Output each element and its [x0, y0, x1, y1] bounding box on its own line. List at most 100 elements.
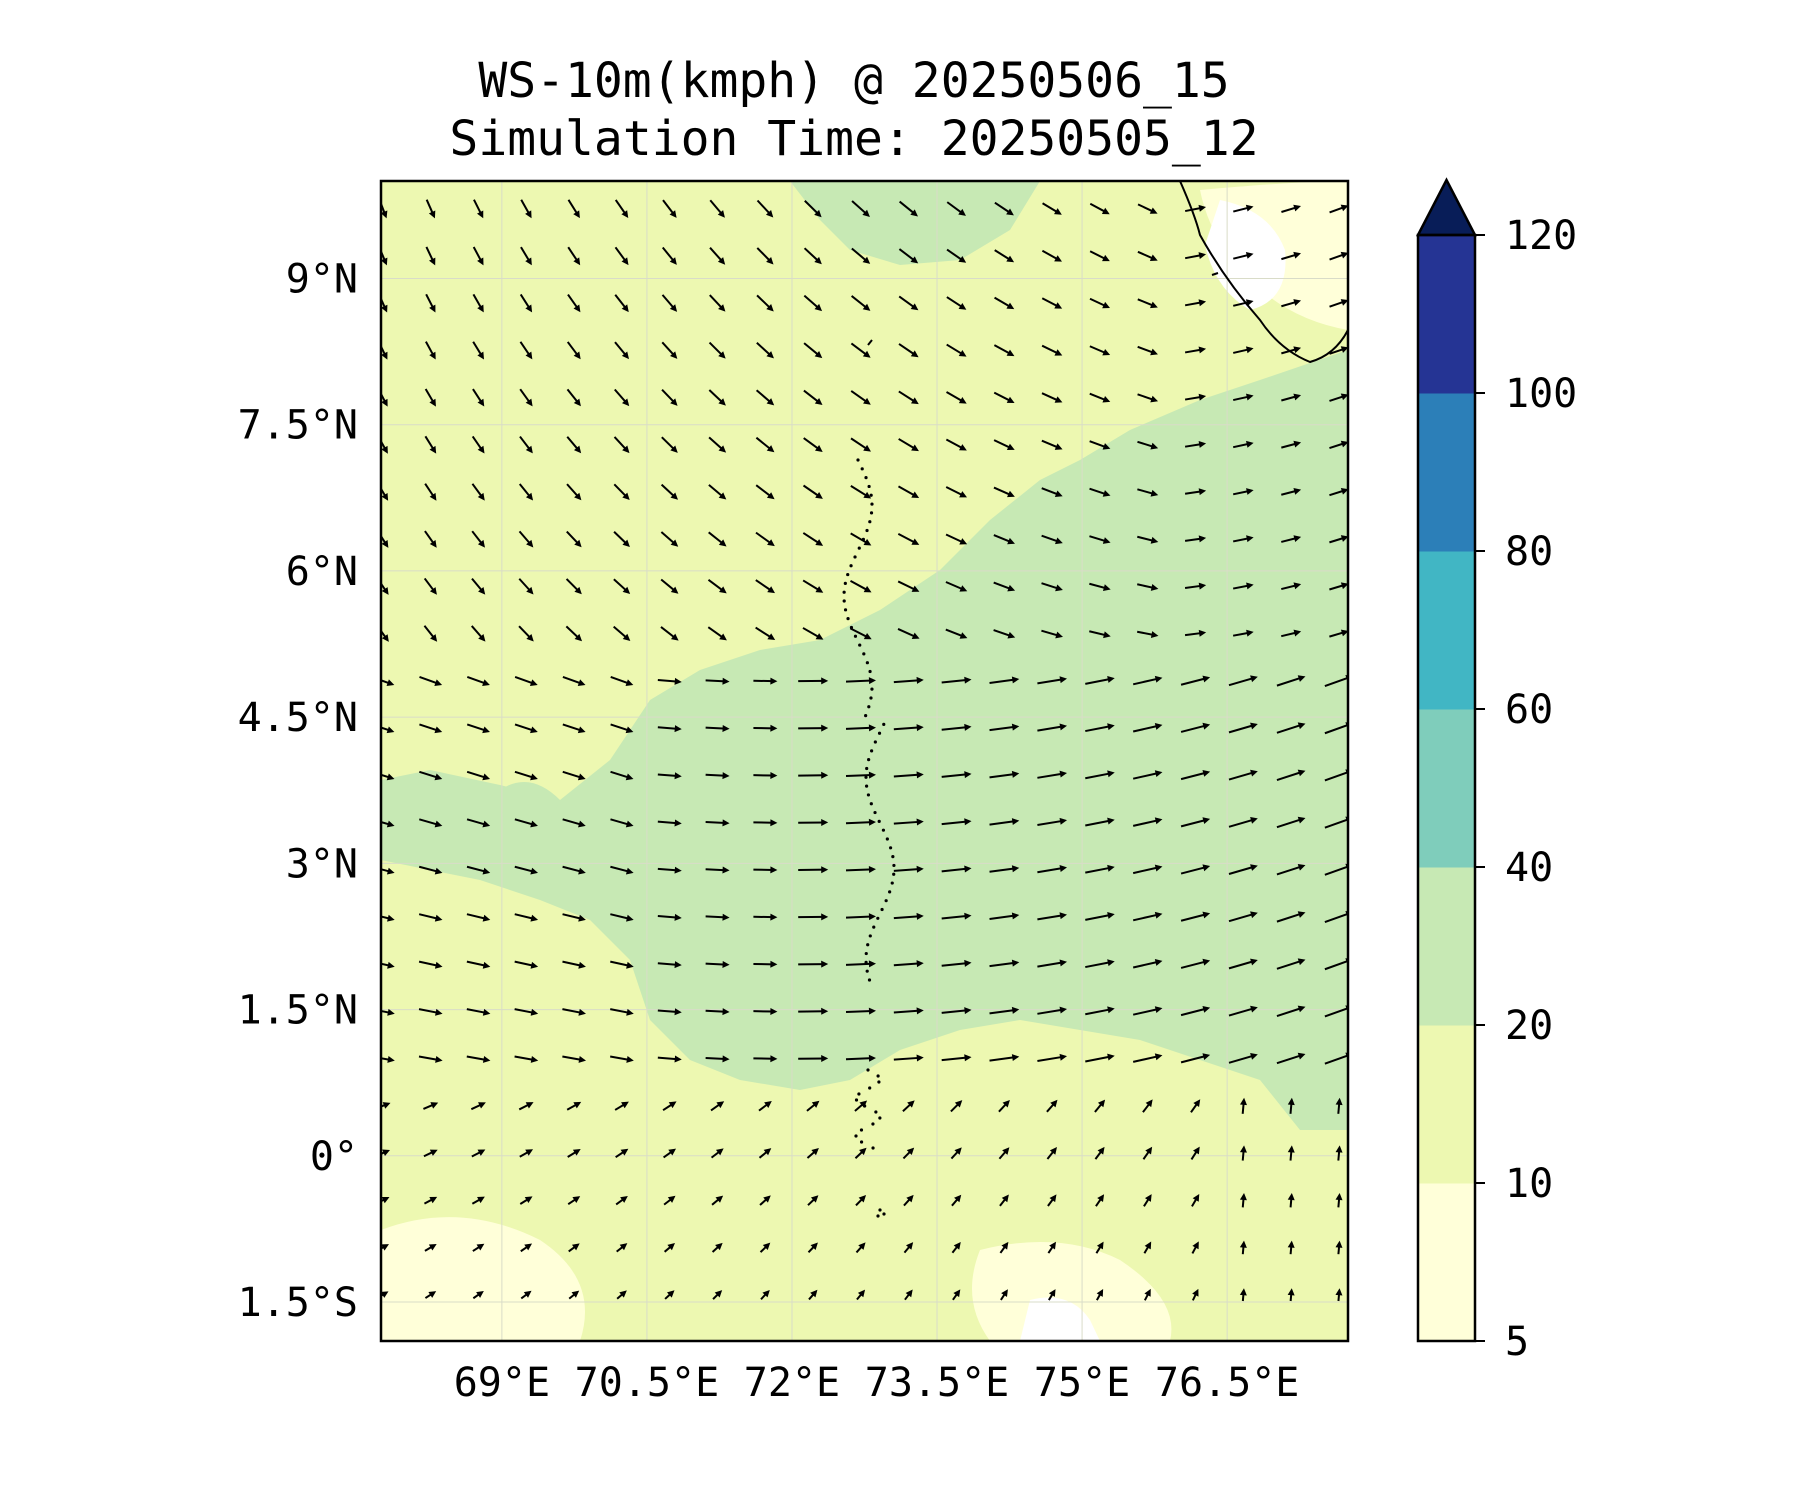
wind-vector	[1089, 297, 1111, 309]
wind-vector	[705, 866, 730, 874]
wind-vector	[470, 1102, 486, 1111]
wind-vector	[951, 1242, 961, 1254]
wind-vector	[802, 627, 824, 640]
wind-vector	[1232, 535, 1254, 543]
wind-vector	[1329, 629, 1348, 638]
wind-vector	[566, 341, 581, 360]
wind-vector	[759, 1195, 771, 1206]
wind-vector	[519, 388, 533, 407]
wind-vector	[1180, 770, 1211, 781]
atoll-dot	[876, 916, 880, 920]
wind-vector	[1089, 202, 1110, 215]
wind-vector	[566, 436, 582, 454]
atoll-dot	[866, 1068, 870, 1072]
wind-vector	[903, 1194, 914, 1207]
wind-vector	[518, 578, 534, 595]
wind-vector	[898, 248, 919, 264]
wind-vector	[1329, 582, 1348, 591]
wind-vector	[1048, 1289, 1056, 1301]
wind-vector	[993, 344, 1015, 357]
wind-vector	[1132, 959, 1163, 969]
wind-vector	[1233, 346, 1254, 354]
wind-vector	[520, 1243, 533, 1253]
wind-vector	[1142, 1099, 1153, 1113]
wind-vector	[1137, 298, 1158, 309]
wind-vector	[472, 1290, 484, 1300]
wind-vector	[803, 247, 822, 265]
wind-vector	[802, 532, 824, 546]
wind-vector	[1184, 204, 1207, 213]
wind-vector	[758, 1148, 772, 1159]
wind-vector	[1041, 392, 1063, 403]
wind-vector	[610, 913, 634, 922]
wind-vector	[854, 1100, 868, 1112]
wind-vector	[1329, 204, 1348, 214]
wind-vector	[705, 772, 730, 780]
wind-vector	[1184, 252, 1207, 260]
wind-vector	[1228, 817, 1258, 828]
atoll-dot	[865, 969, 869, 973]
wind-vector	[423, 1102, 439, 1110]
wind-vector	[753, 913, 778, 921]
atoll-dot	[871, 1146, 875, 1150]
wind-vector	[610, 865, 634, 875]
wind-vector	[1232, 488, 1254, 496]
wind-vector	[657, 725, 682, 733]
wind-vector	[1085, 723, 1115, 733]
wind-vector	[419, 770, 443, 781]
wind-vector	[993, 391, 1015, 403]
atoll-dot	[867, 758, 871, 762]
wind-vector	[562, 723, 586, 734]
wind-vector	[424, 1291, 437, 1299]
lon-tick-label: 69°E	[454, 1360, 550, 1406]
atoll-dot	[869, 493, 873, 497]
wind-vector	[705, 724, 730, 732]
wind-vector	[1180, 675, 1211, 686]
wind-vector	[705, 1055, 730, 1063]
wind-vector	[471, 483, 485, 501]
wind-vector	[798, 771, 829, 779]
atoll-dot	[884, 899, 888, 903]
wind-vector	[466, 770, 491, 781]
wind-vector	[759, 1242, 771, 1253]
wind-vector	[898, 295, 919, 311]
wind-vector	[798, 913, 829, 921]
wind-vector	[941, 818, 972, 826]
atoll-dot	[853, 555, 857, 559]
wind-vector	[756, 199, 774, 218]
atoll-dot	[857, 1092, 861, 1096]
wind-vector	[1329, 251, 1348, 261]
wind-vector	[946, 201, 966, 216]
wind-vector	[989, 912, 1020, 920]
wind-vector	[566, 483, 582, 501]
wind-vector	[760, 1289, 770, 1300]
wind-vector	[466, 960, 491, 969]
atoll-dot	[869, 802, 873, 806]
wind-vector	[661, 389, 678, 406]
wind-vector	[614, 246, 629, 266]
lat-tick-label: 4.5°N	[238, 695, 358, 741]
wind-vector	[1184, 629, 1207, 637]
atoll-dot	[859, 1128, 864, 1132]
atoll-dot	[843, 608, 848, 612]
wind-vector	[989, 818, 1020, 826]
wind-vector	[710, 1148, 724, 1159]
wind-vector	[1276, 1052, 1306, 1065]
wind-vector	[1089, 392, 1111, 403]
wind-vector	[424, 483, 437, 501]
wind-vector	[897, 580, 920, 592]
wind-vector	[1180, 722, 1211, 733]
wind-vector	[1335, 1145, 1343, 1161]
wind-vector	[1037, 865, 1068, 874]
atoll-dot	[882, 722, 886, 727]
wind-vector	[845, 1054, 876, 1062]
wind-vector	[1137, 203, 1158, 214]
wind-vector	[755, 579, 775, 594]
wind-vector	[1287, 1145, 1295, 1161]
wind-vector	[898, 343, 919, 358]
lon-tick-label: 73.5°E	[865, 1360, 1010, 1406]
wind-vector	[806, 1100, 820, 1112]
wind-vector	[514, 818, 538, 828]
atoll-dot	[892, 863, 896, 868]
wind-vector	[893, 1054, 924, 1062]
